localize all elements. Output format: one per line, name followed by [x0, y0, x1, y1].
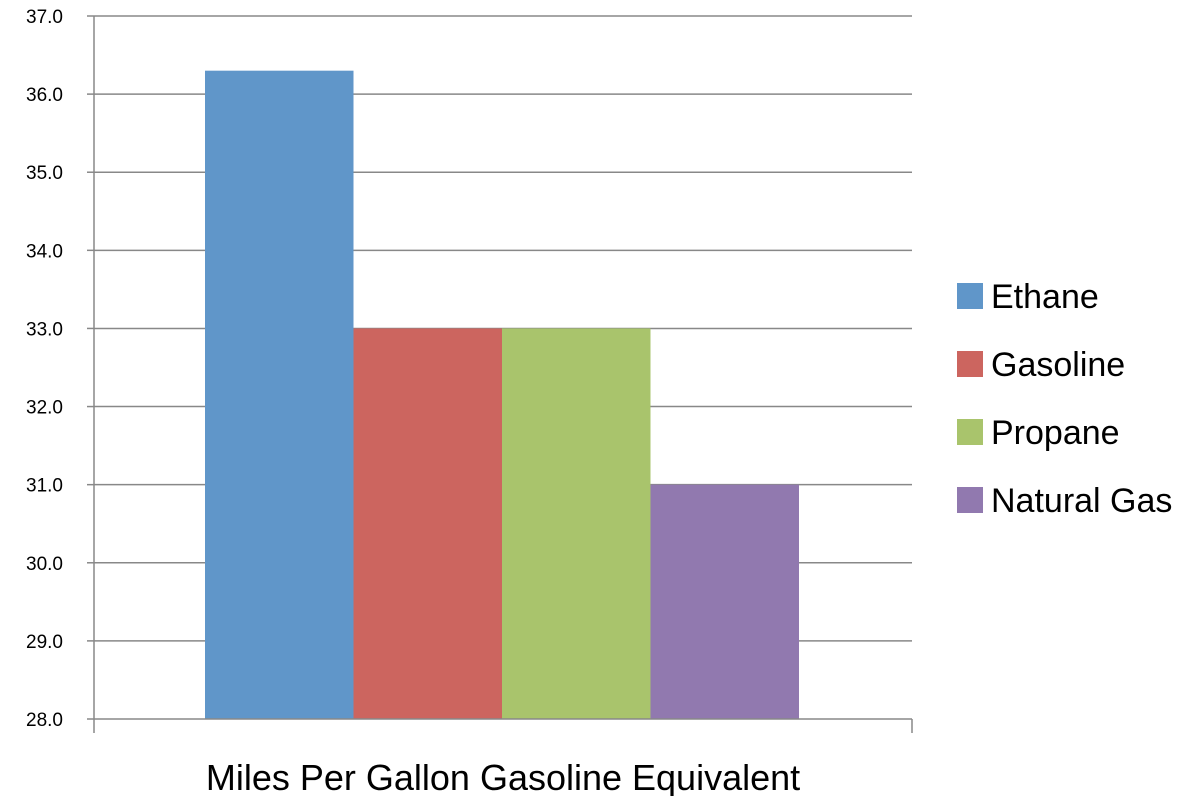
x-axis-title: Miles Per Gallon Gasoline Equivalent — [206, 757, 800, 796]
y-tick-label: 33.0 — [26, 319, 63, 340]
y-tick-label: 37.0 — [26, 7, 63, 28]
y-tick-label: 28.0 — [26, 710, 63, 731]
y-tick-label: 31.0 — [26, 476, 63, 497]
y-axis-tick-labels: 28.0 29.0 30.0 31.0 32.0 33.0 34.0 35.0 36.0 37.0 — [26, 7, 63, 731]
legend-swatch-gasoline — [957, 351, 983, 377]
y-tick-label: 34.0 — [26, 241, 63, 262]
bars — [205, 70, 799, 719]
bar-gasoline — [353, 328, 502, 719]
legend-swatch-propane — [957, 419, 983, 445]
legend-label-propane: Propane — [991, 414, 1120, 452]
legend: Ethane Gasoline Propane Natural Gas — [957, 278, 1172, 520]
y-tick-label: 30.0 — [26, 554, 63, 575]
bar-natural-gas — [650, 484, 799, 719]
legend-swatch-natural-gas — [957, 487, 983, 513]
y-tick-label: 32.0 — [26, 398, 63, 419]
axes — [93, 16, 913, 733]
legend-label-ethane: Ethane — [991, 278, 1099, 316]
bar-ethane — [205, 70, 354, 719]
legend-label-natural-gas: Natural Gas — [991, 482, 1172, 520]
bar-propane — [502, 328, 651, 719]
y-tick-label: 36.0 — [26, 85, 63, 106]
y-tick-label: 35.0 — [26, 163, 63, 184]
legend-swatch-ethane — [957, 283, 983, 309]
y-tick-label: 29.0 — [26, 632, 63, 653]
legend-label-gasoline: Gasoline — [991, 346, 1125, 384]
